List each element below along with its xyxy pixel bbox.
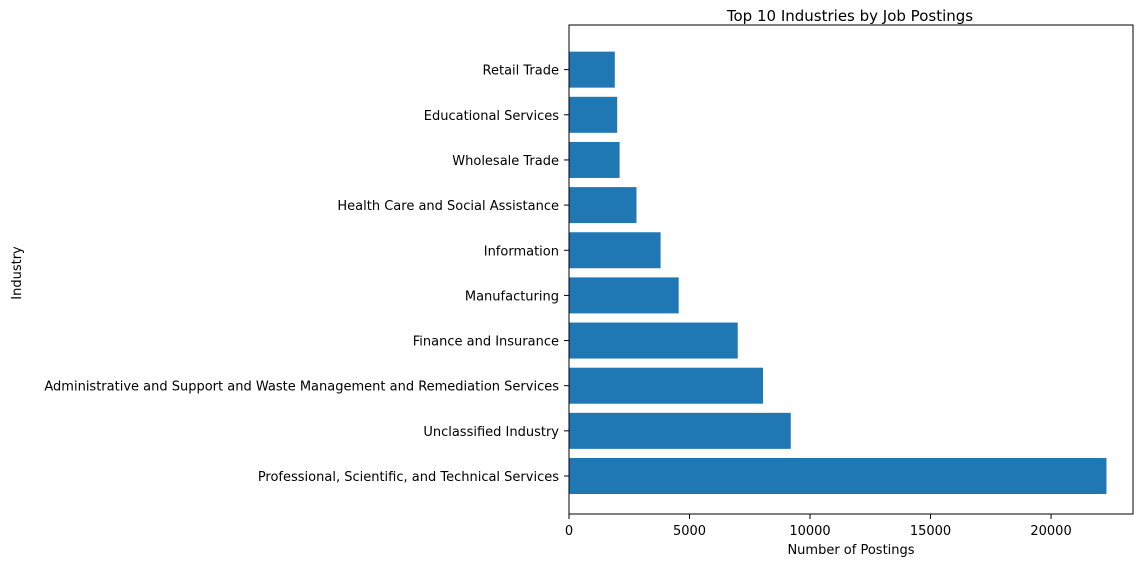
- x-tick-label: 0: [565, 524, 573, 539]
- bar-6: [569, 187, 637, 224]
- y-tick-label: Information: [484, 244, 559, 259]
- bar-3: [569, 322, 738, 359]
- x-tick-label: 15000: [910, 524, 951, 539]
- x-axis-ticks: 0 5000 10000 15000 20000: [565, 514, 1072, 539]
- x-tick-label: 10000: [789, 524, 830, 539]
- bar-9: [569, 51, 615, 88]
- y-tick-label: Professional, Scientific, and Technical …: [258, 470, 559, 485]
- x-axis-label: Number of Postings: [787, 543, 914, 558]
- y-axis-ticks: Professional, Scientific, and Technical …: [44, 64, 569, 485]
- x-tick-label: 5000: [673, 524, 706, 539]
- plot-frame: [568, 24, 1134, 515]
- bar-4: [569, 277, 679, 314]
- bar-2: [569, 367, 764, 404]
- y-tick-label: Finance and Insurance: [413, 335, 559, 350]
- bars-group: [569, 51, 1107, 494]
- y-axis-label: Industry: [10, 246, 25, 300]
- y-tick-label: Health Care and Social Assistance: [337, 199, 559, 214]
- bar-7: [569, 141, 620, 178]
- bar-5: [569, 232, 661, 269]
- y-tick-label: Wholesale Trade: [452, 154, 559, 169]
- y-tick-label: Retail Trade: [483, 64, 559, 79]
- bar-1: [569, 412, 791, 449]
- y-tick-label: Unclassified Industry: [423, 425, 559, 440]
- bar-8: [569, 96, 618, 133]
- x-tick-label: 20000: [1030, 524, 1071, 539]
- y-tick-label: Manufacturing: [465, 289, 559, 304]
- bar-0: [569, 458, 1107, 494]
- y-tick-label: Administrative and Support and Waste Man…: [44, 380, 559, 395]
- chart-title: Top 10 Industries by Job Postings: [726, 7, 973, 25]
- y-tick-label: Educational Services: [424, 109, 559, 124]
